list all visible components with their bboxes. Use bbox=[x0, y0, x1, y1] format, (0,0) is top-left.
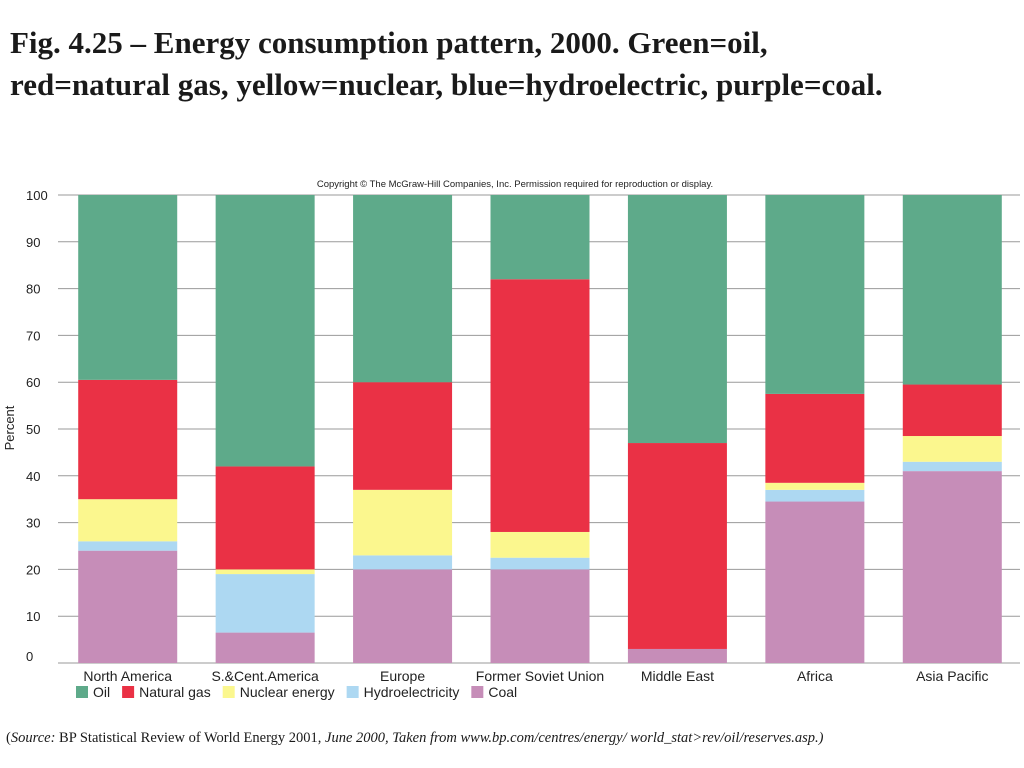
y-tick-label: 50 bbox=[26, 422, 40, 437]
bar-segment bbox=[490, 279, 590, 532]
bar-segment bbox=[765, 489, 865, 502]
bar-segment bbox=[902, 436, 1002, 462]
legend-label: Hydroelectricity bbox=[364, 684, 460, 700]
bar-segment bbox=[627, 195, 727, 444]
bar-segment bbox=[765, 195, 865, 394]
legend-label: Nuclear energy bbox=[240, 684, 335, 700]
x-tick-label: North America bbox=[83, 668, 172, 684]
bar-segment bbox=[353, 489, 453, 556]
title-line-2: red=natural gas, yellow=nuclear, blue=hy… bbox=[10, 67, 883, 102]
bar-segment bbox=[78, 195, 178, 380]
y-tick-label: 60 bbox=[26, 375, 40, 390]
bar-segment bbox=[215, 569, 315, 575]
x-tick-label: Middle East bbox=[641, 668, 714, 684]
y-tick-labels: 0 10 20 30 40 50 60 70 80 90 100 bbox=[26, 188, 48, 664]
bars bbox=[78, 195, 1002, 663]
bar-segment bbox=[215, 466, 315, 570]
stacked-bar-chart: 0 10 20 30 40 50 60 70 80 90 100 North America S.&C… bbox=[2, 188, 1020, 700]
y-tick-label: 90 bbox=[26, 235, 40, 250]
legend-swatch bbox=[122, 686, 135, 698]
bar-segment bbox=[78, 499, 178, 542]
legend-swatch bbox=[222, 686, 235, 698]
bar-segment bbox=[78, 550, 178, 663]
y-tick-label: 40 bbox=[26, 469, 40, 484]
y-axis-label: Percent bbox=[2, 405, 17, 450]
title-line-1: Fig. 4.25 – Energy consumption pattern, … bbox=[10, 25, 768, 60]
source-text: BP Statistical Review of World Energy 20… bbox=[55, 730, 326, 746]
source-label: Source: bbox=[10, 730, 56, 746]
legend-swatch bbox=[471, 686, 484, 698]
bar-segment bbox=[353, 195, 453, 383]
x-tick-labels: North America S.&Cent.America Europe Former… bbox=[83, 668, 988, 684]
legend-swatch bbox=[76, 686, 88, 698]
bar-segment bbox=[353, 555, 453, 570]
y-tick-label: 10 bbox=[26, 609, 40, 624]
bar-segment bbox=[78, 379, 178, 500]
legend: Oil Natural gas Nuclear energy Hydroelectri… bbox=[76, 684, 517, 700]
bar-segment bbox=[490, 195, 590, 280]
copyright-notice: Copyright © The McGraw-Hill Companies, I… bbox=[316, 179, 714, 190]
bar-segment bbox=[490, 557, 590, 570]
bar-segment bbox=[765, 501, 865, 663]
bar-segment bbox=[215, 574, 315, 633]
x-tick-label: Asia Pacific bbox=[916, 668, 988, 684]
bar-segment bbox=[215, 195, 315, 467]
y-tick-label: 70 bbox=[26, 328, 40, 343]
x-tick-label: S.&Cent.America bbox=[211, 668, 319, 684]
bar-segment bbox=[765, 482, 865, 490]
bar-segment bbox=[215, 632, 315, 663]
y-tick-label: 100 bbox=[26, 188, 48, 203]
y-tick-label: 0 bbox=[26, 649, 33, 664]
x-tick-label: Africa bbox=[797, 668, 833, 684]
bar-segment bbox=[78, 541, 178, 551]
bar-segment bbox=[353, 382, 453, 490]
bar-segment bbox=[353, 569, 453, 663]
x-tick-label: Europe bbox=[380, 668, 425, 684]
x-tick-label: Former Soviet Union bbox=[476, 668, 604, 684]
bar-segment bbox=[902, 195, 1002, 385]
y-tick-label: 30 bbox=[26, 516, 40, 531]
bar-segment bbox=[627, 648, 727, 663]
bar-segment bbox=[627, 443, 727, 649]
bar-segment bbox=[902, 471, 1002, 663]
legend-label: Coal bbox=[488, 684, 517, 700]
legend-label: Oil bbox=[93, 684, 110, 700]
slide-title: Fig. 4.25 – Energy consumption pattern, … bbox=[10, 22, 1010, 106]
legend-swatch bbox=[346, 686, 359, 698]
source-note: (Source: BP Statistical Review of World … bbox=[6, 730, 824, 746]
bar-segment bbox=[490, 531, 590, 558]
y-tick-label: 80 bbox=[26, 282, 40, 297]
y-tick-label: 20 bbox=[26, 562, 40, 577]
bar-segment bbox=[765, 393, 865, 483]
bar-segment bbox=[902, 461, 1002, 472]
source-italic-text: June 2000, Taken from www.bp.com/centres… bbox=[325, 730, 824, 746]
bar-segment bbox=[902, 384, 1002, 437]
bar-segment bbox=[490, 569, 590, 663]
legend-label: Natural gas bbox=[139, 684, 211, 700]
